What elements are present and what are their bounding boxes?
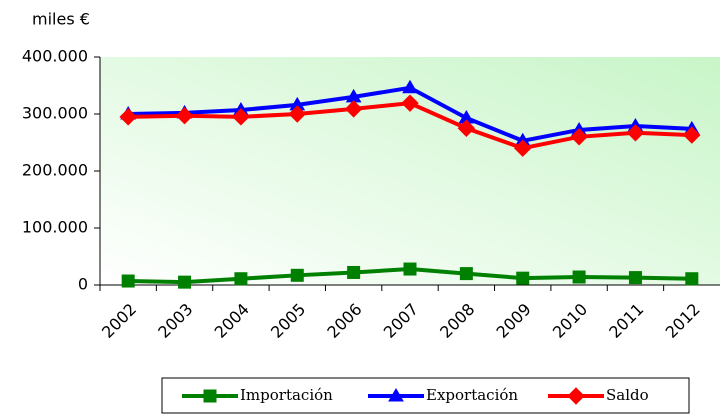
- x-tick-label: 2007: [380, 300, 422, 342]
- legend-marker: [203, 389, 217, 403]
- legend: Importación Exportación Saldo: [161, 377, 690, 414]
- y-tick-label: 100.000: [22, 218, 88, 237]
- data-point: [626, 124, 645, 142]
- x-tick-label: 2011: [605, 300, 647, 342]
- data-point: [685, 272, 699, 286]
- data-point: [572, 270, 586, 284]
- data-point: [459, 267, 473, 281]
- x-tick-label: 2009: [493, 300, 535, 342]
- data-point: [175, 107, 194, 125]
- data-point: [234, 272, 248, 286]
- x-tick-label: 2006: [323, 300, 365, 342]
- data-point: [516, 271, 530, 285]
- y-tick-label: 200.000: [22, 161, 88, 180]
- legend-label: Importación: [240, 386, 333, 404]
- data-point: [178, 275, 192, 289]
- data-point: [570, 128, 588, 146]
- x-tick-label: 2005: [267, 300, 309, 342]
- data-point: [344, 100, 363, 118]
- legend-label: Saldo: [606, 386, 649, 404]
- x-tick-label: 2004: [211, 300, 253, 342]
- data-point: [288, 105, 306, 123]
- legend-marker: [388, 388, 404, 402]
- data-point: [628, 271, 642, 285]
- data-point: [119, 108, 137, 126]
- x-tick-label: 2002: [98, 300, 140, 342]
- data-point: [290, 268, 304, 282]
- data-point: [403, 262, 417, 276]
- x-tick-label: 2012: [662, 300, 704, 342]
- y-tick-label: 400.000: [22, 47, 88, 66]
- data-point: [683, 126, 701, 144]
- y-axis-label: miles €: [32, 10, 90, 29]
- legend-label: Exportación: [426, 386, 518, 404]
- data-point: [514, 139, 532, 157]
- data-point: [121, 274, 135, 288]
- legend-marker: [567, 387, 585, 405]
- data-point: [402, 79, 418, 94]
- x-tick-label: 2003: [154, 300, 196, 342]
- data-point: [347, 265, 361, 279]
- data-point: [457, 119, 476, 137]
- x-tick-label: 2010: [549, 300, 591, 342]
- y-tick-label: 300.000: [22, 104, 88, 123]
- data-point: [401, 94, 419, 112]
- x-tick-label: 2008: [436, 300, 478, 342]
- data-point: [232, 108, 250, 126]
- y-tick-label: 0: [78, 275, 88, 294]
